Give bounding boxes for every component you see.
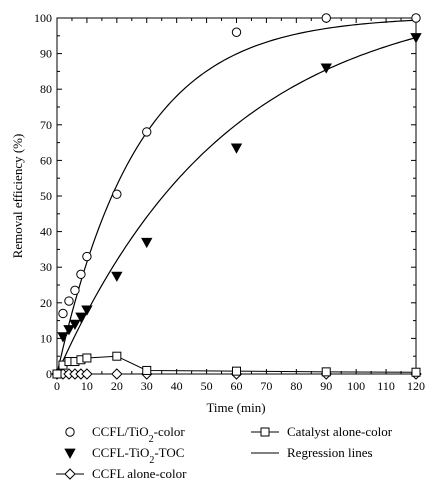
y-tick-label: 20 xyxy=(40,296,52,310)
legend-label-text: Catalyst alone-color xyxy=(287,424,393,439)
circle-marker xyxy=(64,296,74,306)
y-tick-label: 90 xyxy=(40,47,52,61)
y-tick-label: 100 xyxy=(34,11,52,25)
legend-label: Regression lines xyxy=(287,445,373,460)
square-marker xyxy=(142,365,152,375)
x-tick-label: 80 xyxy=(290,379,302,393)
square-marker xyxy=(321,367,331,377)
plot-frame xyxy=(56,17,417,375)
y-tick-label: 50 xyxy=(40,189,52,203)
diamond-marker xyxy=(64,468,76,480)
legend-label: Catalyst alone-color xyxy=(287,424,393,439)
circle-marker xyxy=(112,189,122,199)
legend-label-text: CCFL alone-color xyxy=(92,466,187,481)
x-tick-label: 30 xyxy=(141,379,153,393)
y-tick-label: 70 xyxy=(40,118,52,132)
x-tick-label: 110 xyxy=(377,379,395,393)
circle-marker xyxy=(231,27,242,37)
y-tick-label: 40 xyxy=(40,225,52,239)
circle-marker xyxy=(76,269,86,280)
square-marker xyxy=(260,427,270,437)
square-marker xyxy=(112,351,122,361)
triangle-marker xyxy=(64,448,76,459)
y-tick-label: 60 xyxy=(40,153,52,167)
y-tick-label: 0 xyxy=(46,367,52,381)
triangle-marker xyxy=(320,63,332,74)
x-tick-label: 60 xyxy=(231,379,243,393)
circle-marker xyxy=(70,285,80,296)
triangle-marker xyxy=(69,319,81,330)
square-marker xyxy=(411,367,421,377)
y-tick-label: 10 xyxy=(40,331,52,345)
circle-marker xyxy=(82,251,92,262)
legend-label-text: CCFL/TiO xyxy=(92,424,149,439)
square-marker xyxy=(232,366,241,376)
legend-label-suffix: -TOC xyxy=(154,445,184,460)
triangle-marker xyxy=(63,325,75,336)
legend-label-text: Regression lines xyxy=(287,445,373,460)
x-tick-label: 10 xyxy=(81,379,93,393)
circle-marker xyxy=(321,13,331,23)
regression-line xyxy=(56,19,417,375)
legend-label-text: CCFL-TiO xyxy=(92,445,149,460)
square-marker xyxy=(52,369,62,379)
diamond-marker xyxy=(111,368,123,380)
triangle-marker xyxy=(57,332,69,343)
legend-label-subscript: 2 xyxy=(149,434,154,445)
legend-label-suffix: -color xyxy=(154,424,186,439)
y-axis-title: Removal efficiency (%) xyxy=(10,134,25,259)
regression-curves xyxy=(56,19,417,375)
circle-marker xyxy=(411,13,421,23)
x-tick-label: 0 xyxy=(54,379,60,393)
triangle-marker xyxy=(75,312,87,323)
circle-marker xyxy=(65,427,75,437)
legend-label: CCFL-TiO2-TOC xyxy=(92,445,184,466)
legend-label: CCFL/TiO2-color xyxy=(92,424,185,445)
y-tick-label: 80 xyxy=(40,82,52,96)
circle-marker xyxy=(142,127,152,137)
y-tick-label: 30 xyxy=(40,260,52,274)
legend-label: CCFL alone-color xyxy=(92,466,187,481)
x-axis-title: Time (min) xyxy=(206,400,265,415)
triangle-marker xyxy=(81,305,93,316)
triangle-marker xyxy=(410,33,422,44)
circle-marker xyxy=(58,308,68,319)
data-marks xyxy=(51,13,422,380)
x-tick-label: 70 xyxy=(260,379,272,393)
x-tick-label: 100 xyxy=(347,379,365,393)
x-tick-label: 120 xyxy=(407,379,425,393)
axis-ticks: 0 10 20 30 40 50 60 70 80 90 100 110 120 0 10 20 30 40 50 6… xyxy=(34,11,425,393)
triangle-marker xyxy=(111,271,123,282)
diamond-marker xyxy=(81,368,93,380)
square-marker xyxy=(82,353,92,363)
x-tick-label: 90 xyxy=(320,379,332,393)
regression-line xyxy=(56,37,417,375)
triangle-marker xyxy=(141,237,153,249)
legend-label-subscript: 2 xyxy=(149,455,154,466)
triangle-marker xyxy=(230,143,243,154)
x-tick-label: 20 xyxy=(111,379,123,393)
x-tick-label: 40 xyxy=(171,379,183,393)
x-tick-label: 50 xyxy=(201,379,213,393)
